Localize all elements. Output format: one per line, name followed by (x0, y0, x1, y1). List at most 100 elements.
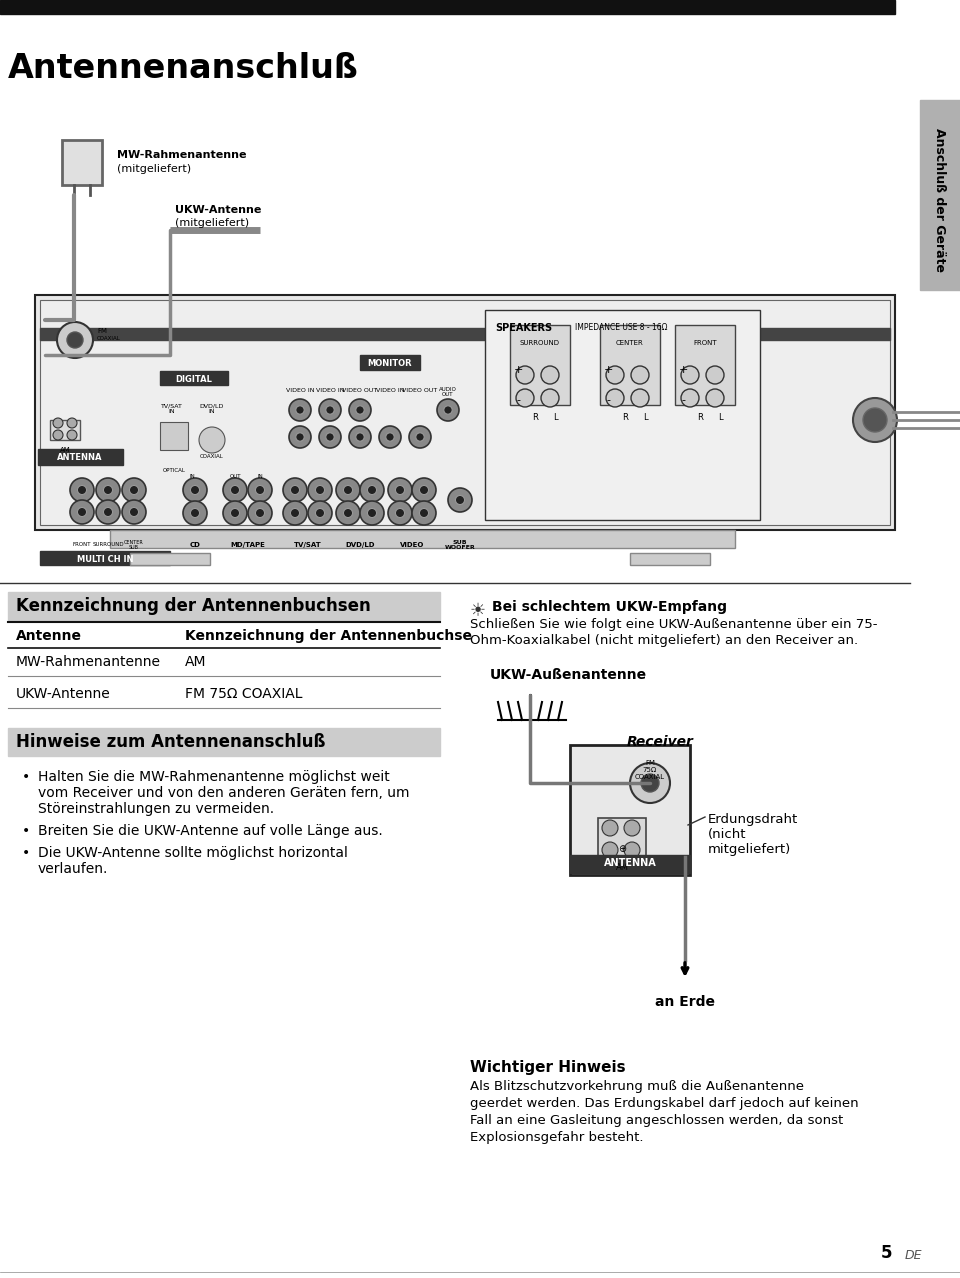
Text: DVD/LD
IN: DVD/LD IN (200, 403, 225, 414)
Text: SPEAKERS: SPEAKERS (495, 323, 552, 334)
Circle shape (104, 486, 112, 495)
Circle shape (349, 399, 371, 420)
Text: MW-Rahmenantenne: MW-Rahmenantenne (16, 656, 161, 668)
Text: an Erde: an Erde (655, 996, 715, 1010)
Text: •: • (22, 771, 31, 783)
Text: AUDIO
OUT: AUDIO OUT (439, 387, 457, 397)
Circle shape (360, 501, 384, 525)
Circle shape (319, 426, 341, 449)
Text: Antennenanschluß: Antennenanschluß (8, 52, 359, 86)
Circle shape (455, 496, 465, 505)
Text: Kennzeichnung der Antennenbuchse: Kennzeichnung der Antennenbuchse (185, 629, 472, 643)
Text: -: - (606, 395, 610, 405)
Circle shape (308, 501, 332, 525)
Text: TV/SAT
IN: TV/SAT IN (161, 403, 183, 414)
Circle shape (396, 509, 404, 518)
Text: CENTER: CENTER (616, 340, 644, 346)
Circle shape (190, 486, 200, 495)
Circle shape (349, 426, 371, 449)
Circle shape (706, 366, 724, 383)
Bar (675, 325, 735, 405)
Text: MW-Rahmenantenne: MW-Rahmenantenne (117, 150, 247, 160)
Text: FM: FM (97, 328, 107, 334)
Circle shape (104, 507, 112, 516)
Circle shape (444, 406, 452, 414)
Text: Anschluß der Geräte: Anschluß der Geräte (933, 128, 947, 272)
Bar (570, 855, 690, 873)
Text: R: R (697, 414, 703, 423)
Text: ⊕: ⊕ (618, 843, 626, 854)
Circle shape (602, 842, 618, 858)
Text: DE: DE (905, 1249, 923, 1261)
Text: 5: 5 (880, 1243, 892, 1261)
Bar (630, 553, 710, 565)
Circle shape (130, 486, 138, 495)
Text: AM: AM (60, 447, 70, 452)
Bar (570, 745, 690, 875)
Circle shape (57, 322, 93, 358)
Bar (360, 355, 420, 371)
Text: MD/TAPE: MD/TAPE (230, 542, 265, 548)
Circle shape (67, 429, 77, 440)
Text: FRONT: FRONT (73, 542, 91, 547)
Text: UKW-Außenantenne: UKW-Außenantenne (490, 668, 647, 682)
Circle shape (706, 389, 724, 406)
Text: Antenne: Antenne (16, 629, 82, 643)
Text: L: L (642, 414, 647, 423)
Text: •: • (22, 824, 31, 838)
Text: SURROUND: SURROUND (92, 542, 124, 547)
Circle shape (255, 509, 265, 518)
Text: COAXIAL: COAXIAL (97, 336, 121, 341)
Bar (920, 100, 960, 290)
Text: Explosionsgefahr besteht.: Explosionsgefahr besteht. (470, 1131, 643, 1144)
Circle shape (67, 418, 77, 428)
Text: OUT: OUT (230, 474, 242, 479)
Bar (510, 325, 570, 405)
Text: MONITOR: MONITOR (368, 359, 412, 368)
Text: CD: CD (189, 542, 201, 548)
Circle shape (368, 486, 376, 495)
Circle shape (130, 507, 138, 516)
Text: FM
75Ω
COAXIAL: FM 75Ω COAXIAL (635, 760, 665, 780)
Text: VIDEO IN: VIDEO IN (286, 387, 314, 392)
Text: VIDEO OUT: VIDEO OUT (402, 387, 438, 392)
Circle shape (96, 478, 120, 502)
Circle shape (183, 478, 207, 502)
Circle shape (223, 478, 247, 502)
Text: (mitgeliefert): (mitgeliefert) (175, 219, 250, 227)
Circle shape (853, 397, 897, 442)
Text: Erdungsdraht
(nicht
mitgeliefert): Erdungsdraht (nicht mitgeliefert) (708, 813, 799, 856)
Bar (8, 592, 440, 620)
Circle shape (190, 509, 200, 518)
Text: ANTENNA: ANTENNA (58, 454, 103, 463)
Circle shape (78, 507, 86, 516)
Text: Hinweise zum Antennenanschluß: Hinweise zum Antennenanschluß (16, 734, 325, 751)
Text: FRONT: FRONT (693, 340, 717, 346)
Circle shape (541, 389, 559, 406)
Bar (35, 295, 895, 530)
Circle shape (641, 774, 659, 792)
Circle shape (631, 366, 649, 383)
Circle shape (516, 366, 534, 383)
Circle shape (516, 389, 534, 406)
Circle shape (631, 389, 649, 406)
Circle shape (289, 426, 311, 449)
Text: Wichtiger Hinweis: Wichtiger Hinweis (470, 1059, 626, 1075)
Bar (38, 449, 123, 465)
Circle shape (602, 820, 618, 836)
Circle shape (283, 478, 307, 502)
Circle shape (223, 501, 247, 525)
Text: Breiten Sie die UKW-Antenne auf volle Länge aus.: Breiten Sie die UKW-Antenne auf volle Lä… (38, 824, 383, 838)
Text: TV/SAT: TV/SAT (294, 542, 322, 548)
Text: IN: IN (257, 474, 263, 479)
Text: Schließen Sie wie folgt eine UKW-Außenantenne über ein 75-: Schließen Sie wie folgt eine UKW-Außenan… (470, 619, 877, 631)
Bar (598, 818, 646, 863)
Text: FM 75Ω COAXIAL: FM 75Ω COAXIAL (185, 688, 302, 702)
Text: OPTICAL: OPTICAL (162, 468, 185, 473)
Circle shape (316, 486, 324, 495)
Text: VIDEO IN: VIDEO IN (316, 387, 345, 392)
Bar (160, 371, 228, 385)
Circle shape (396, 486, 404, 495)
Bar (110, 530, 735, 548)
Text: (mitgeliefert): (mitgeliefert) (117, 164, 191, 174)
